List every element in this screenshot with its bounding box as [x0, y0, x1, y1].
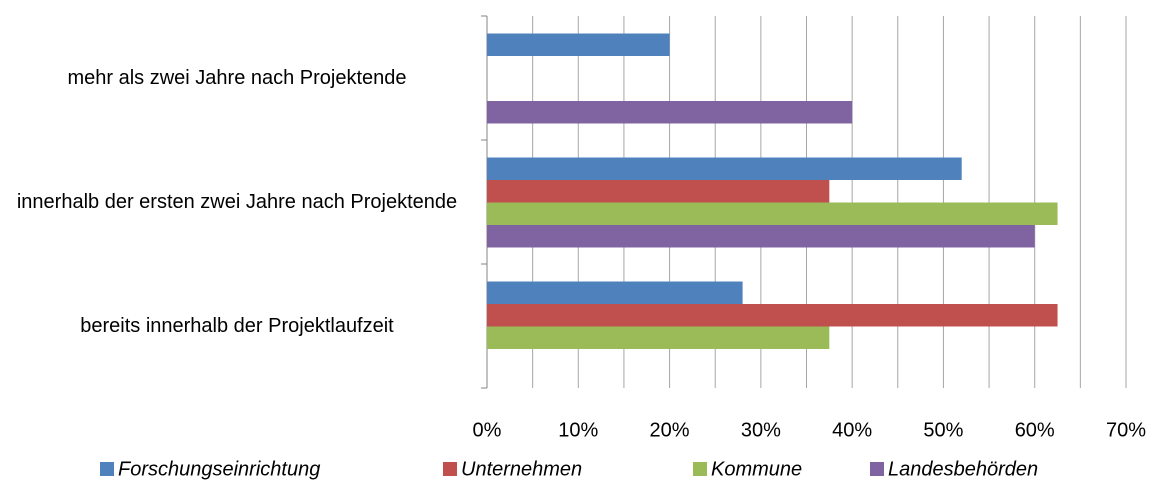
legend-swatch	[693, 462, 707, 476]
bar	[487, 225, 1035, 248]
legend-label: Unternehmen	[461, 458, 582, 480]
legend-label: Forschungseinrichtung	[118, 458, 320, 480]
y-tick-label: innerhalb der ersten zwei Jahre nach Pro…	[16, 191, 458, 213]
bar	[487, 202, 1058, 225]
legend-label: Kommune	[711, 458, 802, 480]
legend-swatch	[443, 462, 457, 476]
x-tick-label: 40%	[832, 419, 872, 441]
x-tick-label: 70%	[1106, 419, 1146, 441]
x-tick-label: 0%	[473, 419, 502, 441]
x-tick-label: 60%	[1015, 419, 1055, 441]
x-tick-label: 20%	[650, 419, 690, 441]
bar	[487, 33, 670, 56]
x-tick-label: 10%	[558, 419, 598, 441]
legend-label: Landesbehörden	[888, 458, 1038, 480]
bar	[487, 101, 853, 124]
legend-swatch	[870, 462, 884, 476]
legend-swatch	[100, 462, 114, 476]
y-tick-label: bereits innerhalb der Projektlaufzeit	[80, 315, 394, 337]
bar	[487, 281, 743, 304]
bar	[487, 180, 830, 203]
bar	[487, 326, 830, 349]
x-tick-label: 30%	[741, 419, 781, 441]
y-tick-label: mehr als zwei Jahre nach Projektende	[67, 67, 407, 89]
bar	[487, 304, 1058, 327]
x-tick-label: 50%	[923, 419, 963, 441]
bar	[487, 157, 962, 180]
